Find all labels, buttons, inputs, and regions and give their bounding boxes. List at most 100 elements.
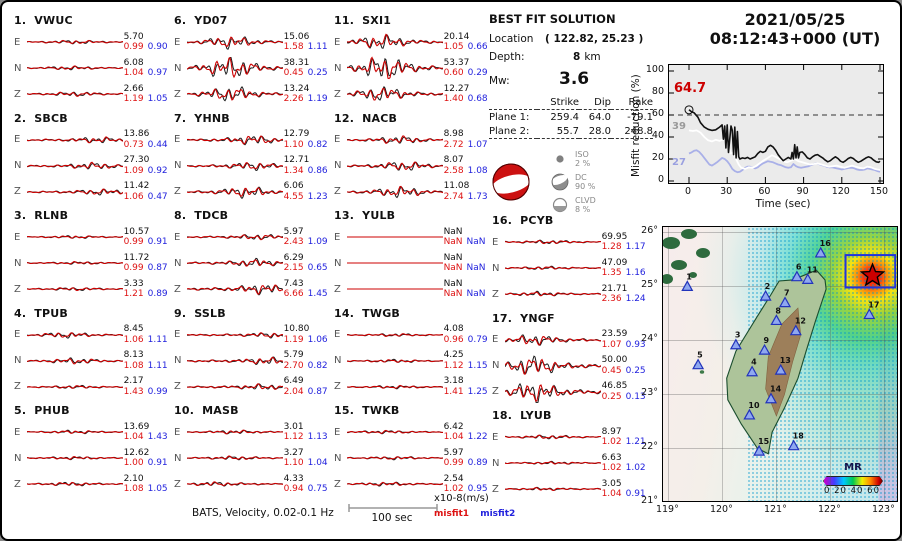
station-code: PHUB — [34, 404, 70, 417]
waveform-trace — [186, 284, 283, 296]
depth-value: 8 — [573, 51, 581, 63]
component-label: E — [174, 426, 181, 438]
station-marker — [759, 289, 772, 301]
component-label: N — [14, 452, 22, 464]
waveform-trace — [346, 236, 443, 238]
station-number-label: 2 — [765, 282, 771, 291]
waveform-trace — [26, 161, 123, 170]
waveform-trace — [26, 39, 123, 45]
misfit1-value: 1.06 — [123, 191, 144, 202]
trace-amplitude: 38.31 — [283, 57, 310, 68]
depth-label: Depth: — [489, 51, 525, 63]
station-block-MASB: 10. MASB E 3.01 1.12 1.13 N 3.27 1.10 — [174, 404, 328, 497]
trace-amplitude: 27.30 — [123, 155, 150, 165]
station-number-label: 10 — [748, 401, 760, 410]
trace-values: 53.37 0.60 0.29 — [444, 58, 488, 79]
trace-amplitude: NaN — [443, 252, 463, 263]
component-label: Z — [174, 283, 181, 295]
waveform-trace — [346, 185, 443, 198]
misfit2-value: 0.65 — [307, 263, 328, 273]
trace-values: 4.08 0.96 0.79 — [444, 324, 488, 345]
colorbar-title: MR — [844, 462, 862, 473]
misfit1-value: 1.40 — [443, 94, 464, 104]
waveform-trace — [346, 56, 443, 80]
component-label: N — [14, 160, 22, 171]
trace-values: 50.00 0.45 0.25 — [602, 355, 646, 376]
waveform-trace — [186, 355, 283, 365]
trace-values: 11.08 2.74 1.73 — [444, 181, 488, 202]
chart-x-tick: 60 — [758, 186, 771, 197]
misfit2-value: 0.86 — [307, 165, 328, 176]
trace-values: 6.49 2.04 0.87 — [284, 376, 328, 397]
station-block-YD07: 6. YD07 E 15.06 1.58 1.11 N 38.31 0.4 — [174, 14, 328, 107]
misfit1-value: 1.10 — [283, 139, 304, 150]
moment-decomposition: ISO 2 % DC 90 % — [551, 147, 596, 216]
waveform-trace — [504, 290, 601, 297]
trace-amplitude: 3.18 — [443, 376, 464, 386]
misfit1-value: 1.41 — [443, 386, 464, 397]
trace-values: 4.33 0.94 0.75 — [284, 474, 328, 495]
trace-values: 12.71 1.34 0.86 — [284, 155, 328, 176]
station-header: 9. SSLB — [174, 306, 226, 320]
trace-values: 12.27 1.40 0.68 — [444, 84, 488, 105]
trace-row: N 53.37 0.60 0.29 — [334, 55, 488, 81]
trace-row: E 5.97 2.43 1.09 — [174, 224, 328, 250]
trace-amplitude: 2.10 — [123, 473, 144, 484]
misfit2-value: 0.75 — [307, 484, 328, 494]
chart-y-tick: 20 — [651, 152, 664, 163]
trace-amplitude: 6.49 — [283, 376, 304, 386]
component-label: E — [492, 334, 499, 345]
component-label: N — [334, 257, 342, 269]
amplitude-units-label: x10-8(m/s) — [434, 493, 489, 504]
station-number-label: 12 — [795, 317, 806, 326]
trace-row: E 13.69 1.04 1.43 — [14, 419, 168, 445]
station-code: YD07 — [194, 14, 228, 27]
station-code: YHNB — [194, 111, 230, 125]
component-label: Z — [174, 186, 181, 197]
trace-row: N 6.29 2.15 0.65 — [174, 250, 328, 276]
waveform-trace — [26, 91, 123, 97]
component-label: E — [174, 36, 181, 48]
misfit2-value: 1.04 — [307, 458, 328, 468]
misfit1-value: 4.55 — [283, 191, 304, 202]
misfit1-value: 1.06 — [123, 334, 144, 345]
station-code: NACB — [362, 111, 398, 125]
chart-annotation-2: 27 — [672, 157, 686, 168]
station-marker — [863, 308, 876, 320]
trace-row: E 12.79 1.10 0.82 — [174, 127, 328, 153]
misfit1-value: 2.43 — [283, 237, 304, 247]
trace-row: N 6.08 1.04 0.97 — [14, 55, 168, 81]
trace-row: N 4.25 1.12 1.15 — [334, 348, 488, 374]
trace-row: E 8.45 1.06 1.11 — [14, 322, 168, 348]
trace-row: N 12.62 1.00 0.91 — [14, 445, 168, 471]
component-label: E — [334, 329, 341, 340]
trace-amplitude: 13.86 — [123, 129, 150, 139]
misfit1-value: 1.58 — [283, 42, 304, 52]
trace-row: Z 46.85 0.25 0.13 — [492, 379, 646, 405]
map-lat-tick: 21° — [641, 495, 658, 507]
component-label: Z — [492, 386, 499, 397]
trace-values: 21.71 2.36 1.24 — [602, 284, 646, 305]
trace-row: N 50.00 0.45 0.25 — [492, 353, 646, 379]
misfit2-value: 1.15 — [467, 360, 488, 371]
misfit1-value: 6.66 — [283, 289, 304, 299]
trace-values: 8.98 2.72 1.07 — [444, 129, 488, 150]
station-marker — [729, 338, 742, 350]
waveform-trace — [186, 86, 283, 102]
waveform-trace — [346, 429, 443, 435]
waveform-trace — [26, 456, 123, 461]
station-number-label: 3 — [735, 331, 741, 340]
trace-amplitude: 8.07 — [443, 155, 464, 165]
trace-amplitude: 53.37 — [443, 57, 470, 68]
station-header: 6. YD07 — [174, 14, 228, 27]
trace-amplitude: 3.33 — [123, 278, 144, 289]
misfit2-value: 0.66 — [467, 42, 488, 52]
station-header: 15. TWKB — [334, 404, 400, 417]
component-label: N — [174, 160, 182, 171]
depth-unit: km — [584, 51, 601, 63]
misfit1-value: 2.36 — [601, 294, 622, 304]
trace-values: 3.33 1.21 0.89 — [124, 279, 168, 300]
misfit1-value: 0.25 — [601, 391, 622, 402]
misfit1-value: 1.21 — [123, 289, 144, 299]
chart-x-tick: 120 — [831, 186, 850, 197]
